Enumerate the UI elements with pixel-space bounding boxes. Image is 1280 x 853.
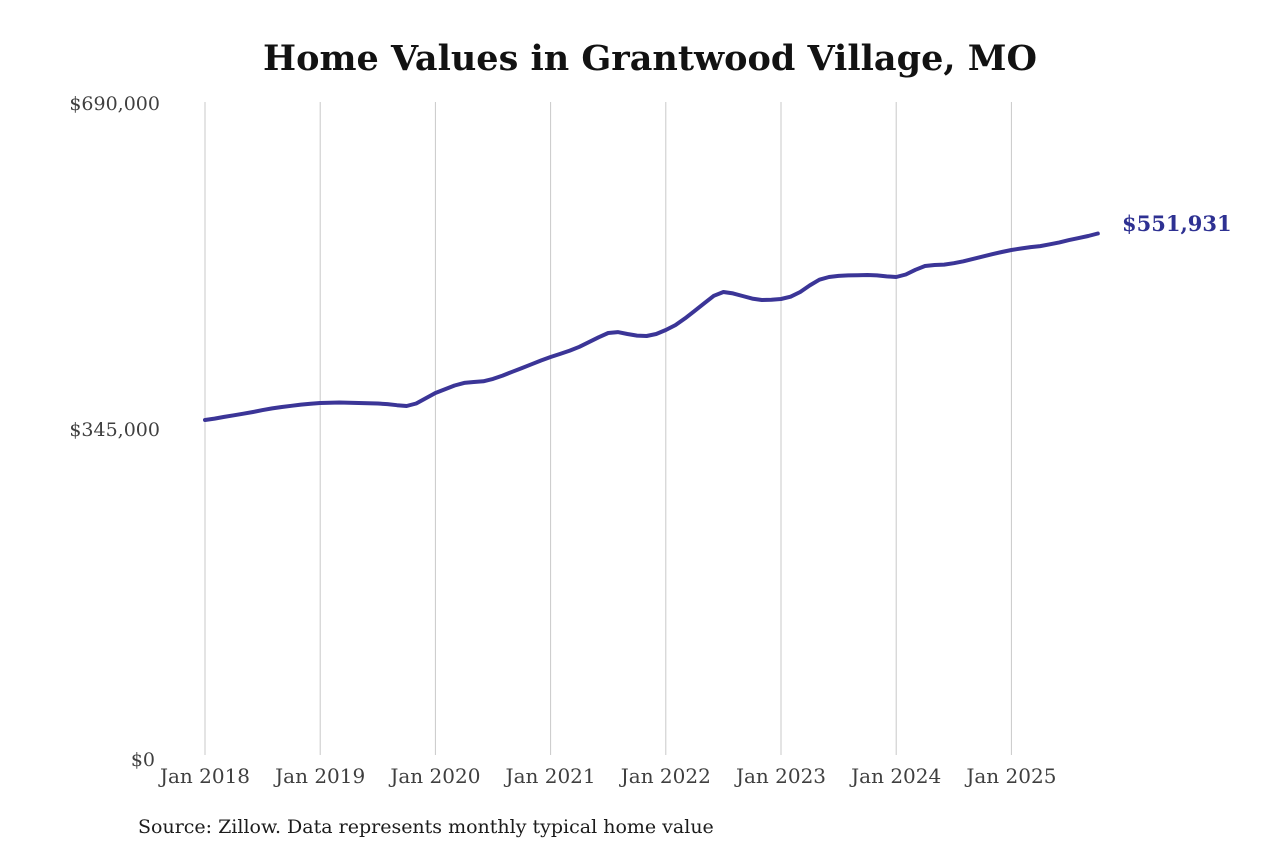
y-tick-label-345000: $345,000	[69, 419, 160, 441]
x-tick-label-2022: Jan 2022	[619, 764, 711, 788]
y-axis: $690,000 $345,000 $0	[69, 93, 160, 771]
x-axis: Jan 2018 Jan 2019 Jan 2020 Jan 2021 Jan …	[158, 764, 1056, 788]
chart-title: Home Values in Grantwood Village, MO	[263, 38, 1037, 79]
gridlines	[204, 102, 1012, 755]
x-tick-label-2019: Jan 2019	[273, 764, 365, 788]
source-note: Source: Zillow. Data represents monthly …	[138, 816, 714, 838]
x-tick-label-2023: Jan 2023	[734, 764, 826, 788]
x-tick-label-2021: Jan 2021	[504, 764, 596, 788]
x-tick-label-2025: Jan 2025	[964, 764, 1056, 788]
home-value-line	[203, 231, 1100, 422]
x-tick-label-2024: Jan 2024	[849, 764, 941, 788]
y-tick-label-0: $0	[131, 749, 155, 771]
y-tick-label-690000: $690,000	[69, 93, 160, 115]
current-value-label: $551,931	[1122, 211, 1232, 236]
x-tick-label-2020: Jan 2020	[388, 764, 480, 788]
x-tick-label-2018: Jan 2018	[158, 764, 250, 788]
